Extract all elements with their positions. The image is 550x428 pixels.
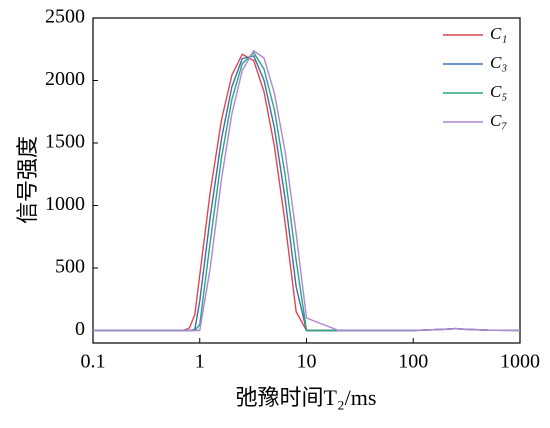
y-tick-label: 2500 [45,6,85,28]
legend-label: C₁ [490,24,507,43]
x-tick-label: 1000 [500,351,540,373]
y-tick-label: 500 [55,256,85,278]
y-tick-label: 0 [75,318,85,340]
series-line [93,55,521,332]
x-axis-label: 弛豫时间T₂/ms [236,385,377,410]
legend-label: C₅ [490,82,507,101]
y-tick-label: 2000 [45,68,85,90]
y-axis-label: 信号强度 [15,136,40,224]
y-tick-label: 1000 [45,193,85,215]
series-line [93,53,521,332]
plot-frame [92,17,521,344]
x-tick-label: 10 [297,351,317,373]
legend-label: C₃ [490,53,507,72]
y-tick-label: 1500 [45,131,85,153]
x-tick-label: 1 [195,351,205,373]
series-line [93,51,521,332]
series-line [93,50,521,332]
x-tick-label: 100 [398,351,428,373]
x-tick-label: 0.1 [81,351,106,373]
legend-label: C₇ [490,111,507,130]
